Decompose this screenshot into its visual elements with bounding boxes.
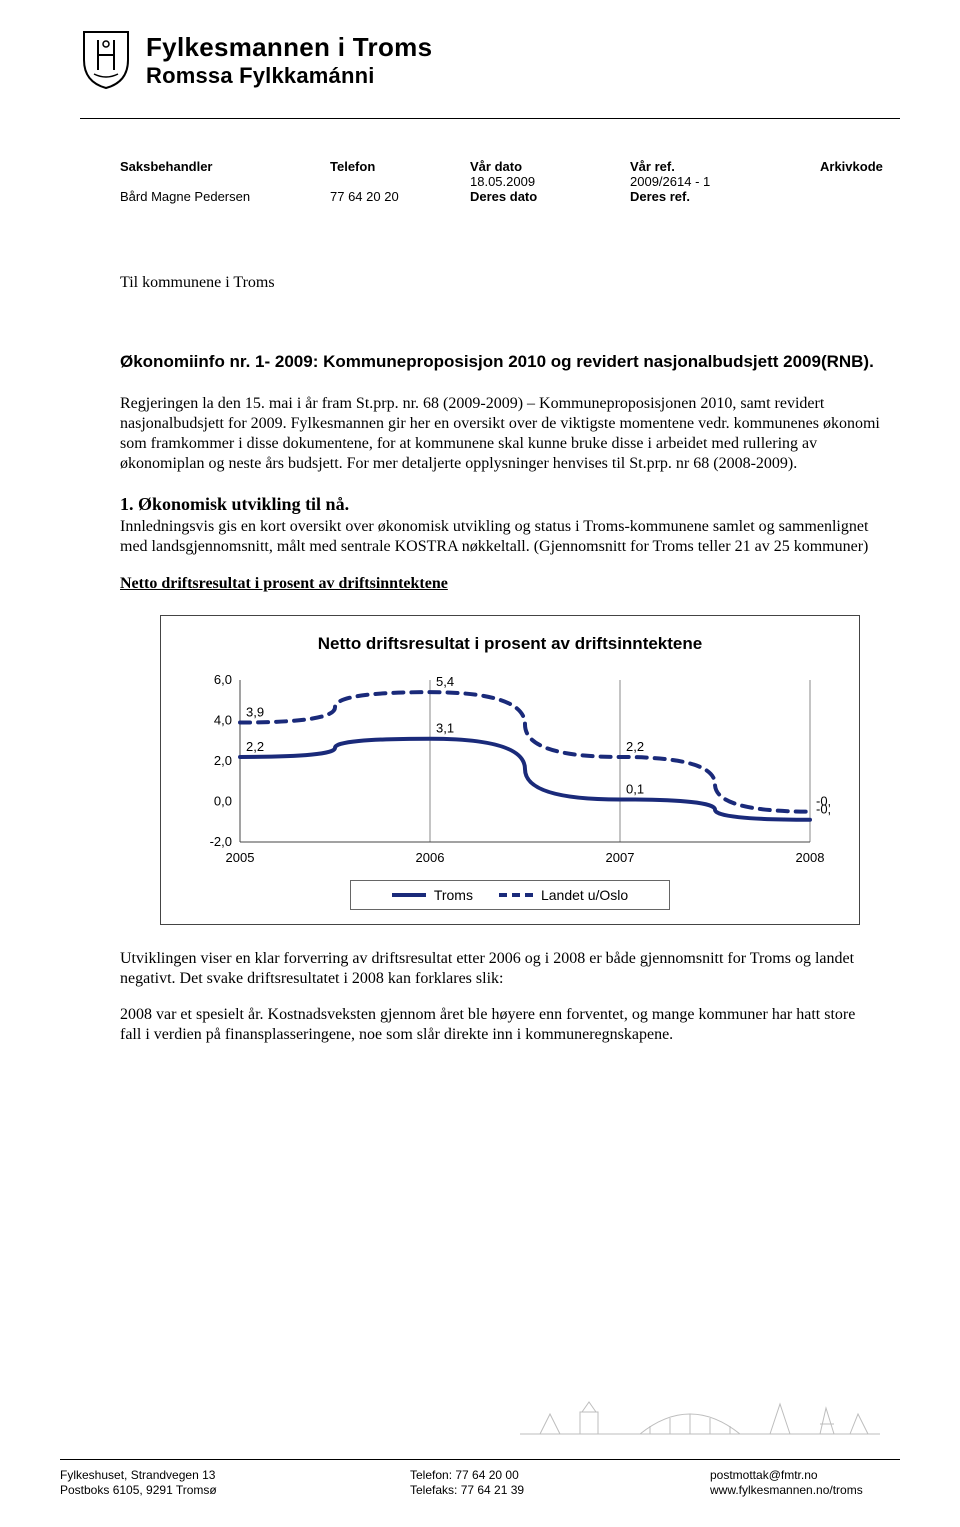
paragraph-after-chart-1: Utviklingen viser en klar forverring av … [120,949,880,989]
footer-c2: Telefaks: 77 64 21 39 [410,1483,524,1497]
meta-label-deres-ref: Deres ref. [630,189,820,204]
legend-item-troms: Troms [392,887,473,903]
subhead-1: Netto driftsresultat i prosent av drifts… [120,575,880,593]
svg-text:-0,5: -0,5 [816,794,830,809]
brand-separator [80,118,900,119]
meta-empty [820,189,900,204]
svg-text:-2,0: -2,0 [210,834,232,849]
legend-item-landet: Landet u/Oslo [499,887,628,903]
meta-label-deres-dato: Deres dato [470,189,630,204]
meta-empty [120,174,330,189]
paragraph-1: Regjeringen la den 15. mai i år fram St.… [120,394,880,474]
page: Fylkesmannen i Troms Romssa Fylkkamánni … [0,0,960,1527]
chart-legend: Troms Landet u/Oslo [350,880,670,910]
svg-text:0,0: 0,0 [214,794,232,809]
meta-saksbehandler: Bård Magne Pedersen [120,189,330,204]
svg-text:2,2: 2,2 [626,739,644,754]
section-1-body: Innledningsvis gis en kort oversikt over… [120,517,880,557]
footer-col-left: Fylkeshuset, Strandvegen 13 Postboks 610… [60,1468,340,1499]
recipient: Til kommunene i Troms [120,274,880,292]
svg-text:3,1: 3,1 [436,721,454,736]
legend-swatch-solid [392,893,426,897]
svg-text:4,0: 4,0 [214,713,232,728]
meta-label-arkivkode: Arkivkode [820,159,900,174]
svg-text:2005: 2005 [226,850,255,865]
footer-r1: postmottak@fmtr.no [710,1468,818,1482]
page-footer: Fylkeshuset, Strandvegen 13 Postboks 610… [60,1459,900,1499]
meta-label-telefon: Telefon [330,159,470,174]
meta-var-ref: 2009/2614 - 1 [630,174,820,189]
legend-label-landet: Landet u/Oslo [541,887,628,903]
svg-text:2008: 2008 [796,850,825,865]
brand-line-2: Romssa Fylkkamánni [146,63,432,89]
section-1-head: 1. Økonomisk utvikling til nå. [120,494,880,515]
svg-text:6,0: 6,0 [214,672,232,687]
paragraph-after-chart-2: 2008 var et spesielt år. Kostnadsveksten… [120,1005,880,1045]
meta-grid: Saksbehandler Telefon Vår dato Vår ref. … [120,159,880,204]
meta-telefon: 77 64 20 20 [330,189,470,204]
svg-text:5,4: 5,4 [436,674,454,689]
meta-label-var-dato: Vår dato [470,159,630,174]
line-chart: -2,0 0,0 2,0 4,0 6,0 2005 2006 2007 2008 2,2 3,1 0,… [190,670,830,870]
footer-col-center: Telefon: 77 64 20 00 Telefaks: 77 64 21 … [340,1468,620,1499]
svg-text:2,0: 2,0 [214,753,232,768]
svg-text:2,2: 2,2 [246,739,264,754]
chart-title: Netto driftsresultat i prosent av drifts… [181,634,839,654]
crest-icon [80,30,132,90]
svg-text:2006: 2006 [416,850,445,865]
meta-empty [820,174,900,189]
meta-label-var-ref: Vår ref. [630,159,820,174]
footer-l1: Fylkeshuset, Strandvegen 13 [60,1468,215,1482]
footer-col-right: postmottak@fmtr.no www.fylkesmannen.no/t… [620,1468,900,1499]
svg-text:3,9: 3,9 [246,705,264,720]
legend-label-troms: Troms [434,887,473,903]
footer-c1: Telefon: 77 64 20 00 [410,1468,519,1482]
footer-decoration-icon [520,1384,880,1449]
svg-text:2007: 2007 [606,850,635,865]
svg-text:0,1: 0,1 [626,781,644,796]
legend-swatch-dash [499,893,533,897]
footer-r2: www.fylkesmannen.no/troms [710,1483,863,1497]
document-title: Økonomiinfo nr. 1- 2009: Kommuneproposis… [120,352,880,372]
meta-empty [330,174,470,189]
brand-header: Fylkesmannen i Troms Romssa Fylkkamánni [80,30,880,90]
footer-l2: Postboks 6105, 9291 Tromsø [60,1483,217,1497]
meta-var-dato: 18.05.2009 [470,174,630,189]
brand-text: Fylkesmannen i Troms Romssa Fylkkamánni [146,32,432,89]
meta-label-saksbehandler: Saksbehandler [120,159,330,174]
chart-container: Netto driftsresultat i prosent av drifts… [160,615,860,925]
brand-line-1: Fylkesmannen i Troms [146,32,432,63]
